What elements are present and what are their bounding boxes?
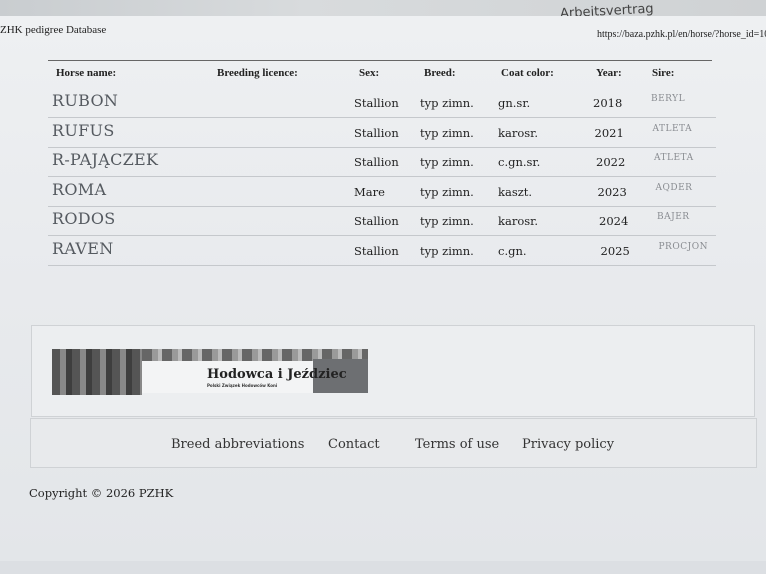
- copyright: Copyright © 2026 PZHK: [29, 486, 174, 500]
- table-row: RUBON Stallion typ zimn. gn.sr. 2018 BERYL: [48, 88, 716, 118]
- table-row: RUFUS Stallion typ zimn. karosr. 2021 ATLETA: [48, 118, 716, 148]
- cell-year: 2023: [597, 184, 627, 199]
- cell-sex: Stallion: [354, 243, 399, 258]
- horse-name-link[interactable]: RODOS: [52, 209, 116, 228]
- cell-breed: typ zimn.: [420, 184, 474, 199]
- cell-year: 2022: [596, 155, 626, 169]
- banner-image: [313, 359, 368, 393]
- hodowca-banner[interactable]: Hodowca i Jeździec Polski Związek Hodowc…: [52, 349, 368, 395]
- cell-breed: typ zimn.: [420, 125, 474, 140]
- cell-breed: typ zimn.: [420, 243, 474, 258]
- printed-page: ZHK pedigree Database https://baza.pzhk.…: [0, 16, 766, 561]
- banner-subtitle: Polski Związek Hodowców Koni: [207, 383, 278, 388]
- contact-link[interactable]: Contact: [328, 437, 380, 452]
- cell-sire[interactable]: ATLETA: [652, 123, 693, 134]
- column-header: Coat color:: [501, 67, 554, 79]
- column-header: Breeding licence:: [217, 67, 298, 79]
- terms-of-use-link[interactable]: Terms of use: [415, 437, 500, 452]
- cell-year: 2021: [594, 125, 624, 140]
- banner-section: Hodowca i Jeździec Polski Związek Hodowc…: [31, 325, 755, 417]
- horse-name-link[interactable]: RUBON: [52, 91, 119, 110]
- column-header: Sex:: [359, 67, 380, 79]
- cell-coat: karosr.: [498, 214, 539, 228]
- cell-sex: Stallion: [354, 125, 399, 140]
- cell-sire[interactable]: BERYL: [651, 94, 686, 104]
- cell-sex: Stallion: [354, 96, 399, 110]
- header-divider: [48, 60, 712, 61]
- table-row: R-PAJĄCZEK Stallion typ zimn. c.gn.sr. 2022 A…: [48, 147, 716, 177]
- cell-coat: kaszt.: [498, 184, 533, 199]
- column-header: Horse name:: [56, 67, 117, 79]
- cell-year: 2025: [600, 243, 630, 258]
- cell-breed: typ zimn.: [420, 214, 474, 228]
- horse-name-link[interactable]: ROMA: [52, 179, 107, 199]
- footer-nav: Breed abbreviations Contact Terms of use…: [30, 418, 757, 468]
- cell-coat: karosr.: [498, 125, 539, 140]
- cell-sex: Stallion: [354, 214, 399, 228]
- horse-name-link[interactable]: R-PAJĄCZEK: [52, 150, 159, 169]
- column-header: Sire:: [652, 67, 675, 79]
- cell-coat: c.gn.sr.: [498, 155, 541, 169]
- cell-breed: typ zimn.: [420, 96, 474, 110]
- cell-sex: Mare: [354, 184, 385, 199]
- cell-sire[interactable]: BAJER: [657, 212, 690, 222]
- cell-sire[interactable]: PROCJON: [658, 241, 708, 252]
- cell-year: 2018: [593, 96, 623, 110]
- banner-magazine-strip: [142, 349, 368, 361]
- cell-breed: typ zimn.: [420, 155, 474, 169]
- horse-name-link[interactable]: RAVEN: [52, 238, 114, 258]
- breed-abbreviations-link[interactable]: Breed abbreviations: [171, 437, 305, 452]
- column-header: Breed:: [424, 67, 456, 79]
- privacy-policy-link[interactable]: Privacy policy: [522, 437, 615, 452]
- column-header: Year:: [596, 67, 622, 79]
- banner-photos: [52, 349, 142, 395]
- cell-year: 2024: [599, 214, 629, 228]
- cell-sire[interactable]: AQDER: [655, 182, 693, 193]
- page-header-title: ZHK pedigree Database: [0, 24, 107, 36]
- banner-title: Hodowca i Jeździec: [207, 367, 347, 382]
- page-header-url: https://baza.pzhk.pl/en/horse/?horse_id=…: [597, 29, 766, 40]
- table-row: RAVEN Stallion typ zimn. c.gn. 2025 PROCJON: [48, 236, 716, 266]
- cell-sire[interactable]: ATLETA: [654, 153, 694, 163]
- photo-background: [0, 0, 766, 18]
- table-row: RODOS Stallion typ zimn. karosr. 2024 BAJER: [48, 206, 716, 236]
- cell-sex: Stallion: [354, 155, 399, 169]
- cell-coat: c.gn.: [498, 243, 527, 258]
- cell-coat: gn.sr.: [498, 96, 531, 110]
- table-row: ROMA Mare typ zimn. kaszt. 2023 AQDER: [48, 177, 716, 207]
- horse-name-link[interactable]: RUFUS: [52, 120, 115, 140]
